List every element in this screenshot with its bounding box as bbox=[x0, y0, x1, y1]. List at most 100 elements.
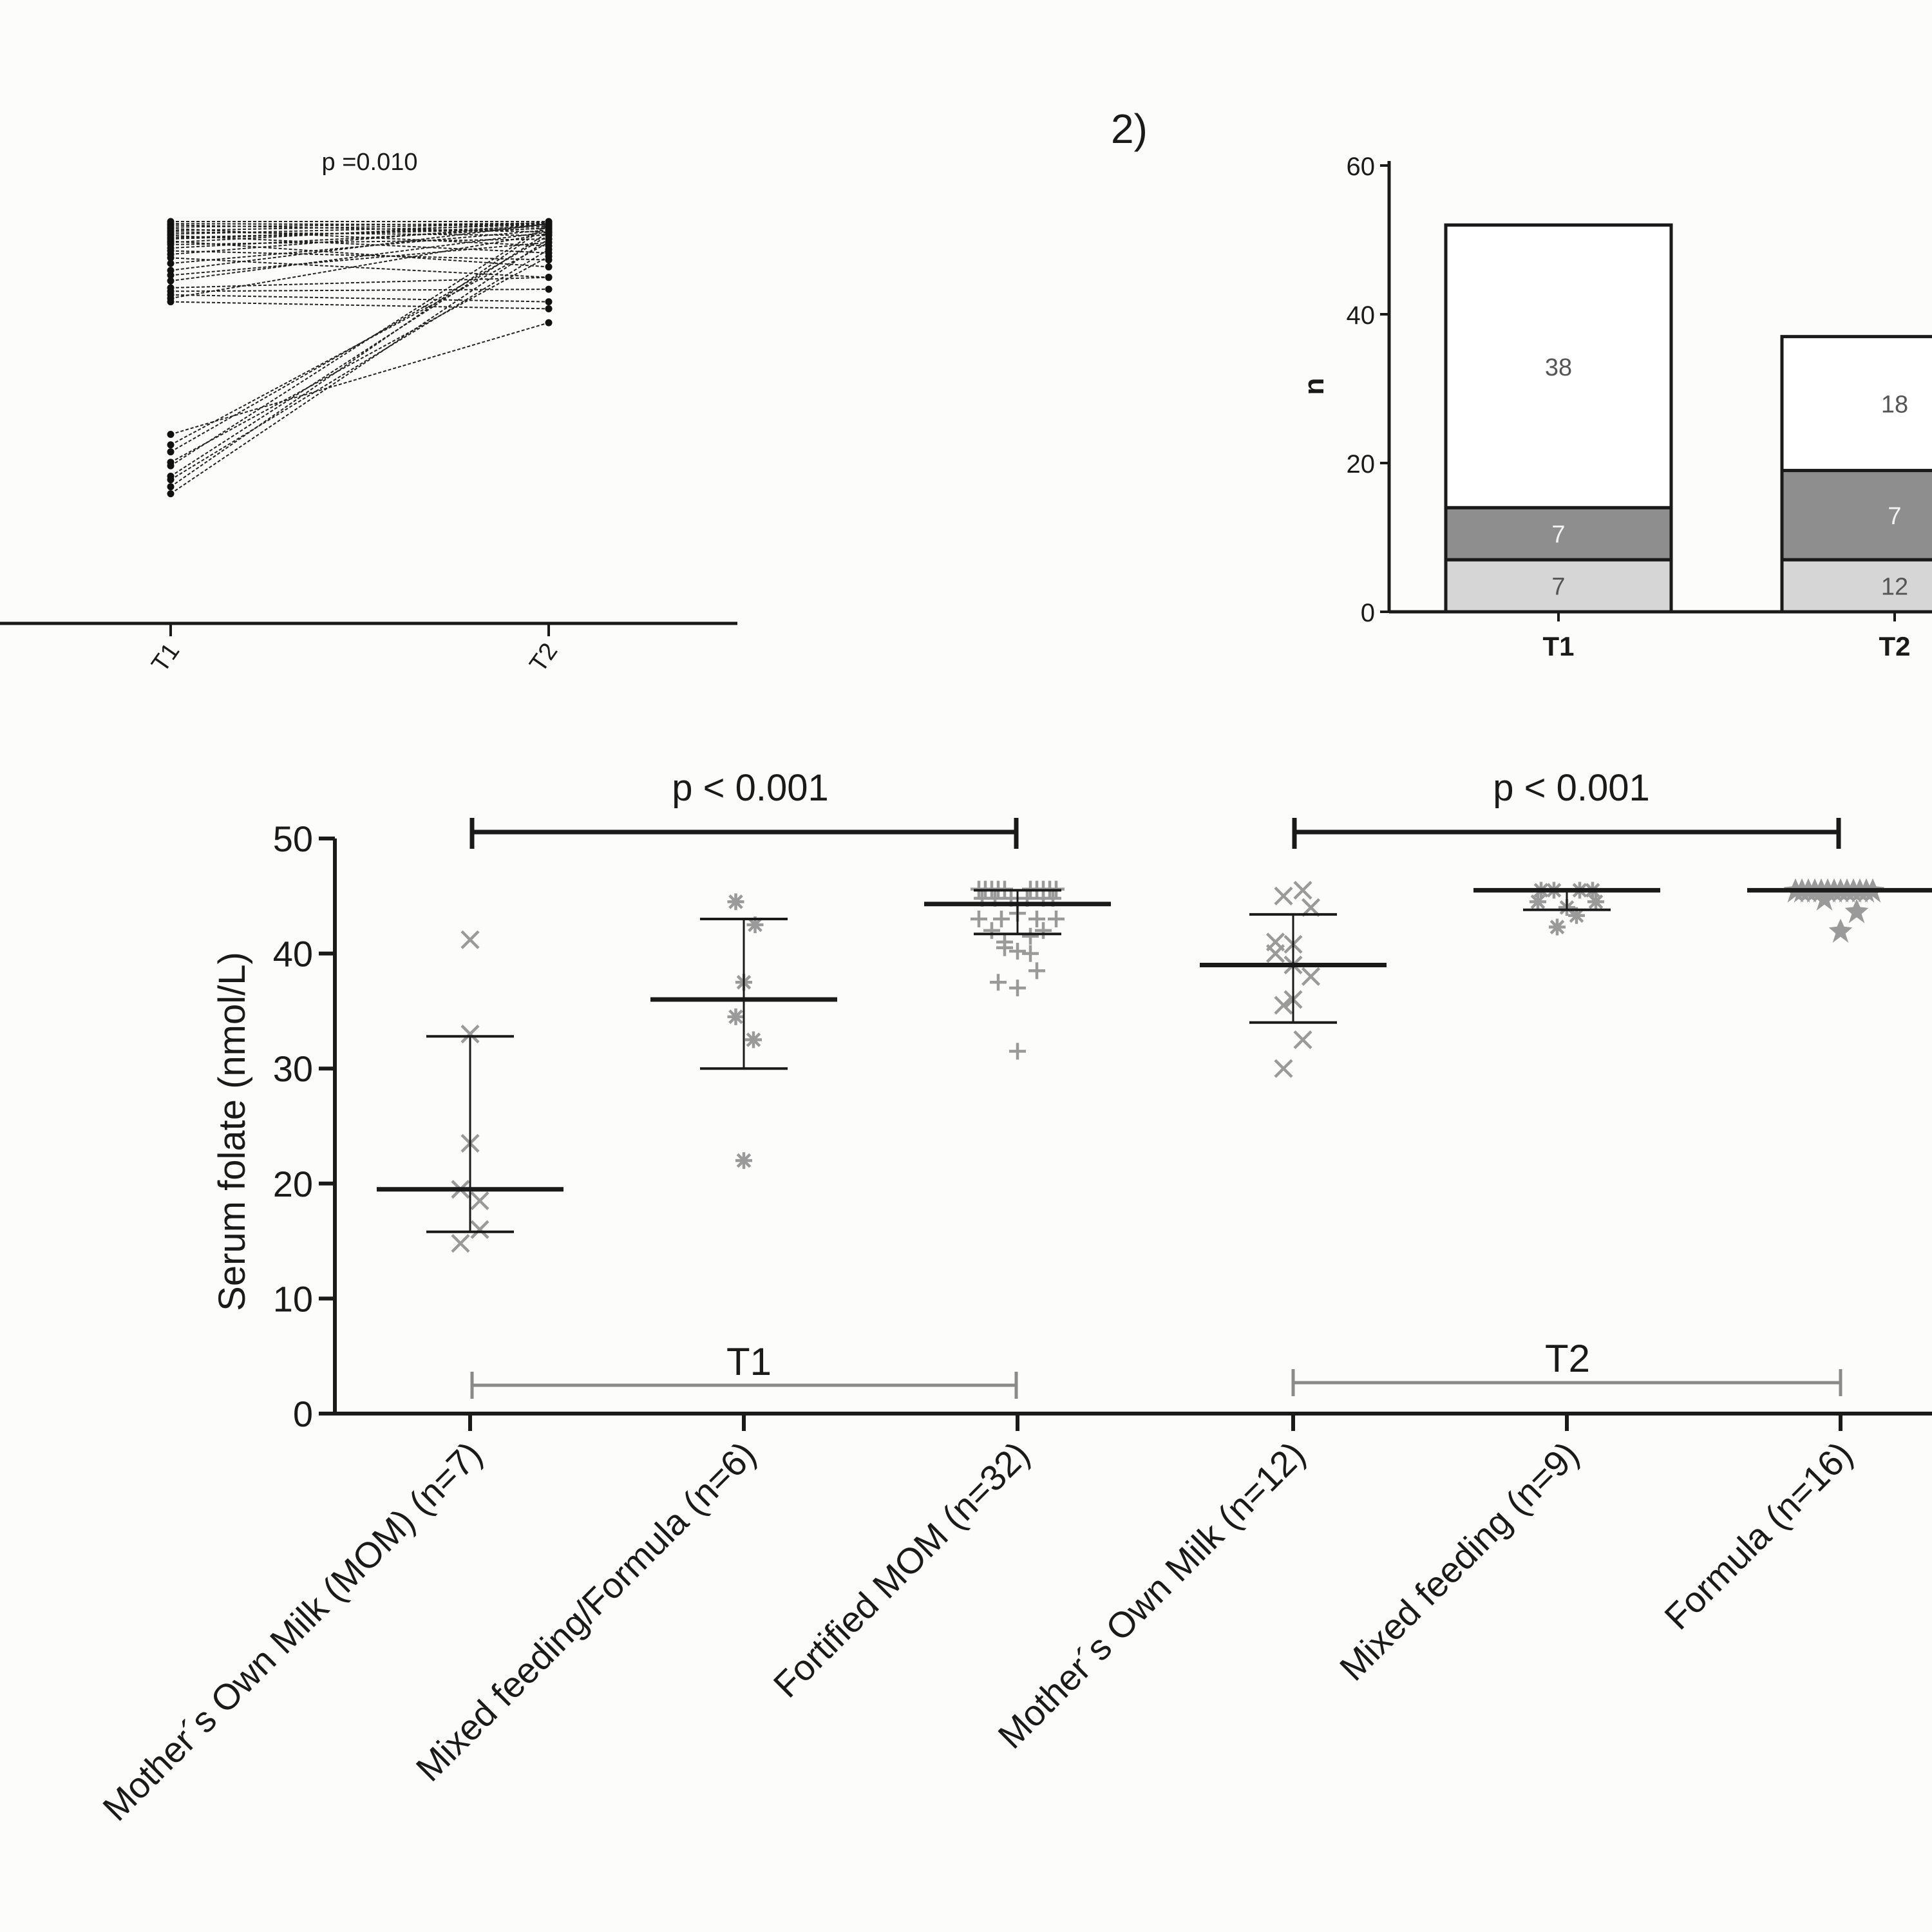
paired-point-t2-24 bbox=[545, 298, 553, 306]
paired-line-35 bbox=[170, 238, 549, 495]
folate-point-0-6 bbox=[470, 1220, 489, 1239]
bar-y-ticks: 0 20 40 60 bbox=[1347, 153, 1389, 627]
paired-line-4 bbox=[170, 227, 549, 247]
paired-line-5 bbox=[170, 223, 549, 232]
paired-point-t2-26 bbox=[545, 305, 553, 312]
paired-p-value: p =0.010 bbox=[322, 149, 418, 176]
folate-point-2-26 bbox=[1009, 943, 1026, 960]
bar-segment-top-T2 bbox=[1780, 335, 1932, 473]
paired-point-t1-28 bbox=[167, 441, 175, 449]
bar-segment-top-T1 bbox=[1444, 223, 1673, 509]
folate-point-0-1 bbox=[460, 1025, 480, 1044]
bar-ytick-label-0: 0 bbox=[1361, 599, 1375, 627]
folate-point-2-17 bbox=[993, 911, 1010, 928]
folate-point-3-1 bbox=[1293, 880, 1312, 900]
folate-point-3-10 bbox=[1293, 1030, 1312, 1050]
paired-line-18 bbox=[170, 229, 549, 265]
bar-segments: 7 7 38 12 7 18 bbox=[1444, 223, 1932, 614]
folate-point-0-5 bbox=[451, 1234, 470, 1253]
folate-data-points bbox=[451, 878, 1885, 1253]
group-label-t1: T1 bbox=[726, 1340, 772, 1383]
paired-line-20 bbox=[170, 242, 549, 276]
folate-point-3-11 bbox=[1274, 1059, 1293, 1078]
paired-line-31 bbox=[170, 223, 549, 467]
folate-point-2-16 bbox=[971, 911, 987, 928]
panel-label-2: 2) bbox=[1111, 106, 1148, 152]
paired-point-t2-32 bbox=[545, 228, 553, 236]
paired-point-t1-27 bbox=[167, 430, 175, 438]
folate-point-2-20 bbox=[1048, 911, 1065, 928]
folate-point-1-4 bbox=[745, 1031, 762, 1048]
paired-line-32 bbox=[170, 231, 549, 477]
bar-x-labels: T1 T2 bbox=[1542, 612, 1911, 661]
folate-point-0-4 bbox=[470, 1191, 489, 1211]
folate-xlabel-4: Mixed feeding (n=9) bbox=[1332, 1434, 1587, 1689]
group-bracket-t2: T2 bbox=[1291, 1337, 1842, 1396]
folate-point-2-31 bbox=[1009, 1043, 1026, 1060]
folate-y-ticks: 0 10 20 30 40 50 bbox=[273, 819, 335, 1434]
paired-line-12 bbox=[170, 222, 549, 243]
bar-segment-low-T2 bbox=[1780, 558, 1932, 614]
folate-point-3-9 bbox=[1274, 996, 1293, 1015]
paired-line-29 bbox=[170, 234, 549, 453]
paired-lines-group bbox=[167, 218, 553, 498]
bar-y-axis-label: n bbox=[1298, 378, 1330, 395]
paired-point-t1-34 bbox=[167, 483, 175, 491]
paired-line-21 bbox=[170, 231, 549, 282]
folate-point-1-0 bbox=[727, 893, 744, 911]
paired-point-t1-21 bbox=[167, 277, 175, 285]
folate-xlabel-3: Mother´s Own Milk (n=12) bbox=[990, 1434, 1312, 1756]
folate-y-axis-label: Serum folate (nmol/L) bbox=[211, 952, 253, 1311]
paired-line-13 bbox=[170, 238, 549, 245]
paired-plot-panel: p =0.010 T1 T2 bbox=[0, 149, 737, 677]
paired-point-t2-34 bbox=[545, 221, 553, 229]
comparison-p-value-t1: p < 0.001 bbox=[672, 767, 829, 809]
paired-line-11 bbox=[170, 240, 549, 268]
folate-point-4-5 bbox=[1587, 893, 1604, 911]
bar-value-mid-T2: 7 bbox=[1888, 503, 1901, 530]
folate-point-2-23 bbox=[1022, 927, 1039, 945]
bar-value-low-T1: 7 bbox=[1551, 574, 1565, 601]
paired-line-9 bbox=[170, 227, 549, 238]
comparison-bracket-t2: p < 0.001 bbox=[1292, 767, 1841, 849]
paired-line-33 bbox=[170, 249, 549, 480]
folate-ytick-label-40: 40 bbox=[273, 934, 313, 974]
bar-value-mid-T1: 7 bbox=[1551, 522, 1565, 549]
folate-xlabel-2: Fortified MOM (n=32) bbox=[766, 1434, 1037, 1705]
group-label-t2: T2 bbox=[1545, 1337, 1590, 1380]
folate-ytick-label-10: 10 bbox=[273, 1278, 313, 1319]
folate-point-5-14 bbox=[1844, 898, 1869, 923]
folate-point-5-15 bbox=[1828, 918, 1853, 943]
paired-line-8 bbox=[170, 234, 549, 254]
folate-point-3-2 bbox=[1301, 898, 1321, 917]
paired-line-15 bbox=[170, 250, 549, 261]
paired-line-34 bbox=[170, 224, 549, 488]
paired-point-t1-31 bbox=[167, 462, 175, 469]
paired-line-24 bbox=[170, 294, 549, 303]
paired-line-3 bbox=[170, 222, 549, 228]
folate-point-5-13 bbox=[1812, 886, 1837, 911]
paired-point-t1-17 bbox=[167, 254, 175, 261]
paired-xlabel-t2: T2 bbox=[525, 638, 564, 677]
folate-point-0-0 bbox=[460, 930, 480, 949]
paired-point-t1-19 bbox=[167, 267, 175, 274]
paired-line-27 bbox=[170, 322, 549, 435]
paired-point-t2-27 bbox=[545, 319, 553, 327]
bar-ytick-label-20: 20 bbox=[1347, 450, 1376, 478]
paired-point-t1-29 bbox=[167, 448, 175, 456]
paired-line-10 bbox=[170, 225, 549, 240]
paired-point-t2-35 bbox=[545, 235, 553, 243]
folate-point-1-5 bbox=[735, 1152, 752, 1170]
bar-value-top-T1: 38 bbox=[1545, 354, 1572, 381]
comparison-p-value-t2: p < 0.001 bbox=[1493, 767, 1650, 809]
bar-value-top-T2: 18 bbox=[1881, 392, 1908, 419]
folate-xlabel-5: Formula (n=16) bbox=[1656, 1434, 1860, 1637]
folate-ytick-label-30: 30 bbox=[273, 1048, 313, 1089]
folate-point-3-5 bbox=[1265, 944, 1285, 963]
folate-category-labels: Mother´s Own Milk (MOM) (n=7)Mixed feedi… bbox=[95, 1414, 1860, 1828]
paired-point-t2-30 bbox=[545, 252, 553, 260]
paired-point-t2-23 bbox=[545, 285, 553, 293]
paired-point-t2-11 bbox=[545, 263, 553, 270]
folate-point-2-30 bbox=[1028, 962, 1045, 980]
comparison-bracket-t1: p < 0.001 bbox=[469, 767, 1019, 849]
